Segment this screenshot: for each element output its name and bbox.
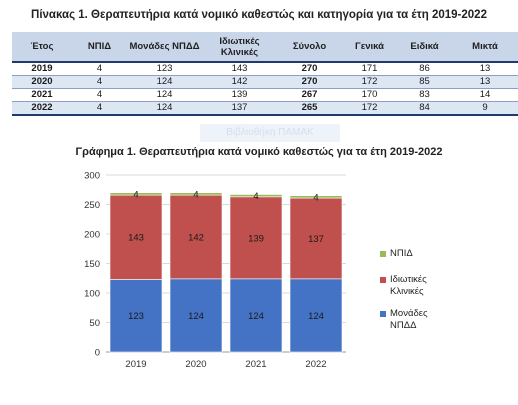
chart-title: Γράφημα 1. Θεραπευτήρια κατά νομικό καθε… (75, 146, 443, 158)
legend-swatch (380, 251, 386, 257)
x-tick-label: 2021 (245, 359, 266, 370)
header-general: Γενικά (342, 32, 397, 63)
cell-total: 270 (277, 75, 342, 89)
table-row: 2019 4 123 143 270 171 86 13 (12, 62, 518, 76)
cell-year: 2021 (12, 88, 72, 102)
chart-legend: ΝΠΙΔ Ιδιωτικές Κλινικές Μονάδες ΝΠΔΔ (380, 248, 454, 332)
header-special: Ειδικά (397, 32, 452, 63)
cell-npid: 4 (72, 75, 127, 89)
cell-special: 83 (397, 88, 452, 102)
cell-special: 84 (397, 101, 452, 116)
table-title: Πίνακας 1. Θεραπευτήρια κατά νομικό καθε… (31, 9, 487, 21)
y-tick-label: 250 (84, 200, 100, 211)
cell-npid: 4 (72, 101, 127, 116)
legend-label: Ιδιωτικές Κλινικές (390, 274, 427, 297)
bar-segment (289, 197, 343, 280)
header-npid: ΝΠΙΔ (72, 32, 127, 63)
legend-item: Μονάδες ΝΠΔΔ (380, 308, 454, 332)
legend-swatch (380, 311, 386, 317)
data-label: 124 (248, 311, 264, 322)
cell-npid: 4 (72, 88, 127, 102)
bar-segment (229, 194, 283, 198)
cell-npdd-units: 124 (127, 101, 202, 116)
data-label: 143 (128, 233, 144, 244)
legend-label: ΝΠΙΔ (390, 248, 413, 259)
bar-segment (109, 192, 163, 196)
data-label: 4 (133, 189, 138, 200)
y-tick-label: 150 (84, 259, 100, 270)
cell-general: 171 (342, 62, 397, 76)
cell-mixed: 14 (452, 88, 518, 102)
header-private-clinics: Ιδιωτικές Κλινικές (202, 32, 277, 63)
y-tick-label: 300 (84, 171, 100, 182)
cell-mixed: 9 (452, 101, 518, 116)
cell-total: 270 (277, 62, 342, 76)
cell-total: 267 (277, 88, 342, 102)
y-tick-label: 0 (95, 348, 100, 359)
header-mixed: Μικτά (452, 32, 518, 63)
data-label: 4 (253, 191, 258, 202)
watermark: Βιβλιοθήκη ΠΑΜΑΚ (200, 124, 340, 142)
bar-segment (169, 278, 223, 353)
cell-special: 86 (397, 62, 452, 76)
cell-year: 2019 (12, 62, 72, 76)
cell-npid: 4 (72, 62, 127, 76)
x-tick-label: 2019 (125, 359, 146, 370)
data-label: 139 (248, 233, 264, 244)
data-label: 137 (308, 234, 324, 245)
cell-general: 170 (342, 88, 397, 102)
cell-npdd-units: 124 (127, 75, 202, 89)
y-tick-label: 200 (84, 230, 100, 241)
y-tick-label: 100 (84, 289, 100, 300)
cell-general: 172 (342, 75, 397, 89)
cell-private-clinics: 142 (202, 75, 277, 89)
bar-segment (109, 279, 163, 353)
table-row: 2020 4 124 142 270 172 85 13 (12, 75, 518, 89)
legend-swatch (380, 277, 386, 283)
x-tick-label: 2022 (305, 359, 326, 370)
legend-item: Ιδιωτικές Κλινικές (380, 274, 454, 298)
bar-segment (289, 278, 343, 353)
data-table: Έτος ΝΠΙΔ Μονάδες ΝΠΔΔ Ιδιωτικές Κλινικέ… (12, 32, 518, 116)
cell-mixed: 13 (452, 75, 518, 89)
header-total: Σύνολο (277, 32, 342, 63)
cell-private-clinics: 139 (202, 88, 277, 102)
data-label: 123 (128, 311, 144, 322)
x-tick-label: 2020 (185, 359, 206, 370)
cell-npdd-units: 123 (127, 62, 202, 76)
cell-year: 2022 (12, 101, 72, 116)
cell-general: 172 (342, 101, 397, 116)
data-label: 124 (188, 311, 204, 322)
cell-private-clinics: 137 (202, 101, 277, 116)
bar-segment (169, 192, 223, 196)
table-row: 2022 4 124 137 265 172 84 9 (12, 101, 518, 116)
header-year: Έτος (12, 32, 72, 63)
bar-segment (229, 278, 283, 353)
cell-mixed: 13 (452, 62, 518, 76)
data-label: 4 (193, 189, 198, 200)
table-row: 2021 4 124 139 267 170 83 14 (12, 88, 518, 102)
cell-total: 265 (277, 101, 342, 116)
legend-label: Μονάδες ΝΠΔΔ (390, 308, 428, 331)
legend-item: ΝΠΙΔ (380, 248, 454, 260)
header-npdd-units: Μονάδες ΝΠΔΔ (127, 32, 202, 63)
cell-npdd-units: 124 (127, 88, 202, 102)
data-label: 4 (313, 192, 318, 203)
cell-year: 2020 (12, 75, 72, 89)
y-tick-label: 50 (89, 318, 100, 329)
data-label: 142 (188, 232, 204, 243)
bar-segment (229, 196, 283, 280)
data-label: 124 (308, 311, 324, 322)
cell-private-clinics: 143 (202, 62, 277, 76)
bar-segment (289, 195, 343, 199)
table-header-row: Έτος ΝΠΙΔ Μονάδες ΝΠΔΔ Ιδιωτικές Κλινικέ… (12, 32, 518, 63)
cell-special: 85 (397, 75, 452, 89)
